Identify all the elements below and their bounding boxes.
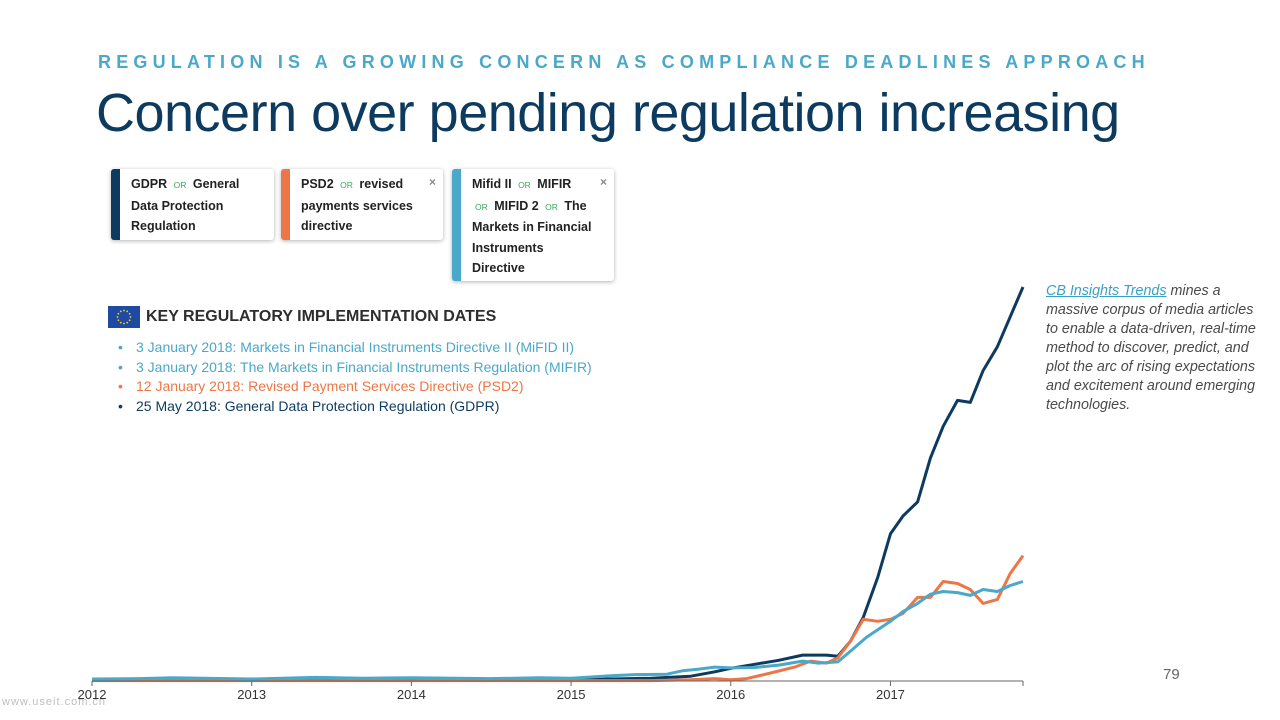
series-line-3 [91,580,1024,681]
chip-term: PSD2 [301,177,334,191]
key-dates-header: KEY REGULATORY IMPLEMENTATION DATES [108,306,496,328]
chip-color-bar [452,169,461,281]
chip-term: revised payments services directive [301,177,413,233]
x-tick-label: 2016 [716,687,745,702]
or-operator: OR [340,180,353,190]
close-icon[interactable]: × [428,175,436,189]
or-operator: OR [173,180,187,190]
key-dates-list: • 3 January 2018: Markets in Financial In… [118,338,592,416]
close-icon[interactable]: × [599,175,607,189]
page-number: 79 [1163,666,1180,683]
or-operator: OR [475,201,488,212]
query-chip-mifid[interactable]: Mifid II OR MIFIR OR MIFID 2 OR The Mark… [452,169,614,281]
key-date-text: 3 January 2018: Markets in Financial Ins… [136,339,575,355]
bullet-icon: • [118,397,123,414]
key-date-text: 3 January 2018: The Markets in Financial… [136,358,592,375]
key-date-item: • 12 January 2018: Revised Payment Servic… [118,377,592,397]
side-note-text: mines a massive corpus of media articles… [1046,283,1256,413]
chip-color-bar [281,169,290,240]
chip-term: The Markets in Financial Instruments Dir… [472,198,592,276]
x-tick-label: 2013 [237,687,266,702]
slide-title: Concern over pending regulation increasi… [96,83,1120,143]
series-line-2 [92,554,1025,683]
watermark: www.useit.com.cn [2,696,107,708]
slide-kicker: REGULATION IS A GROWING CONCERN AS COMPL… [98,52,1150,72]
or-operator: OR [518,180,531,190]
chip-term: MIFIR [537,177,572,191]
side-note: CB Insights Trends mines a massive corpu… [1046,282,1268,415]
key-date-text: 12 January 2018: Revised Payment Service… [136,378,524,394]
x-tick-label: 2012 [78,687,107,702]
x-tick-label: 2017 [876,687,905,702]
chip-term: MIFID 2 [494,198,539,213]
chip-color-bar [111,169,120,240]
or-operator: OR [545,201,558,212]
key-date-item: • 25 May 2018: General Data Protection Re… [118,397,592,417]
query-chip-psd2[interactable]: PSD2 OR revised payments services direct… [281,169,443,240]
key-date-text: 25 May 2018: General Data Protection Reg… [136,397,500,414]
x-tick-label: 2014 [397,687,426,702]
bullet-icon: • [118,339,123,355]
chip-term: General Data Protection Regulation [131,177,240,233]
key-date-item: • 3 January 2018: The Markets in Financia… [118,358,592,378]
cb-insights-trends-link[interactable]: CB Insights Trends [1046,283,1167,299]
chip-term: GDPR [131,177,168,191]
eu-flag-icon [108,306,140,328]
query-chip-gdpr[interactable]: GDPR OR General Data Protection Regulati… [111,169,274,240]
key-date-item: • 3 January 2018: Markets in Financial In… [118,338,592,358]
bullet-icon: • [118,378,123,394]
x-tick-label: 2015 [557,687,586,702]
key-dates-title: KEY REGULATORY IMPLEMENTATION DATES [146,308,497,325]
chip-term: Mifid II [472,177,512,191]
bullet-icon: • [118,358,123,375]
